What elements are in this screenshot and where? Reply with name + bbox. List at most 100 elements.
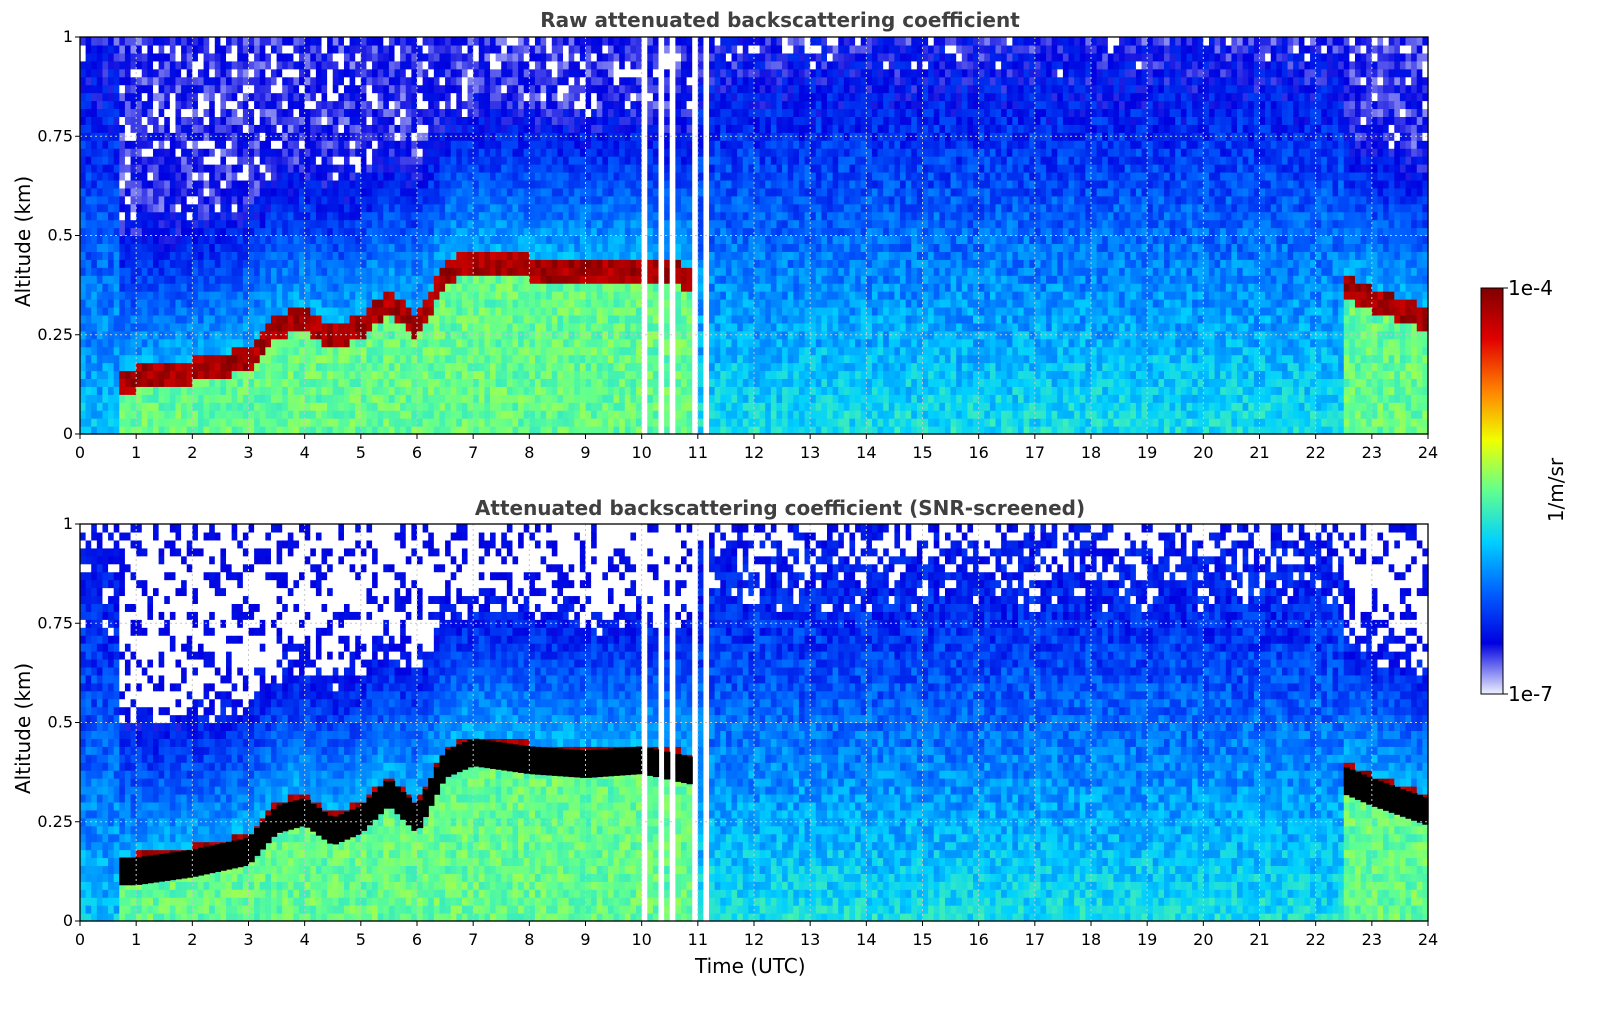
heatmap-cell: [322, 124, 328, 133]
heatmap-cell: [80, 402, 86, 411]
heatmap-cell: [310, 77, 316, 86]
heatmap-cell: [535, 315, 541, 324]
heatmap-cell: [372, 299, 378, 308]
heatmap-cell: [389, 378, 395, 387]
heatmap-cell: [215, 172, 221, 181]
heatmap-cell: [181, 410, 187, 419]
heatmap-cell: [147, 69, 153, 78]
heatmap-cell: [490, 172, 496, 181]
heatmap-cell: [114, 45, 120, 54]
heatmap-cell: [608, 426, 614, 435]
heatmap-cell: [512, 172, 518, 181]
heatmap-cell: [451, 164, 457, 173]
heatmap-cell: [479, 37, 485, 46]
heatmap-cell: [322, 299, 328, 308]
heatmap-cell: [282, 259, 288, 268]
heatmap-cell: [344, 116, 350, 125]
heatmap-cell: [232, 251, 238, 260]
heatmap-cell: [316, 164, 322, 173]
heatmap-cell: [518, 61, 524, 70]
heatmap-cell: [473, 291, 479, 300]
heatmap-cell: [232, 426, 238, 435]
heatmap-cell: [507, 116, 513, 125]
heatmap-cell: [86, 426, 92, 435]
heatmap-cell: [86, 93, 92, 102]
heatmap-cell: [119, 69, 125, 78]
heatmap-cell: [232, 212, 238, 221]
heatmap-cell: [327, 204, 333, 213]
heatmap-cell: [490, 386, 496, 395]
heatmap-cell: [501, 410, 507, 419]
heatmap-cell: [277, 339, 283, 348]
heatmap-cell: [529, 156, 535, 165]
heatmap-cell: [215, 196, 221, 205]
heatmap-cell: [574, 347, 580, 356]
heatmap-cell: [507, 140, 513, 149]
heatmap-cell: [490, 370, 496, 379]
heatmap-cell: [417, 124, 423, 133]
heatmap-cell: [456, 283, 462, 292]
heatmap-cell: [434, 275, 440, 284]
heatmap-cell: [456, 386, 462, 395]
heatmap-cell: [249, 188, 255, 197]
heatmap-cell: [254, 243, 260, 252]
heatmap-cell: [159, 196, 165, 205]
heatmap-cell: [237, 299, 243, 308]
heatmap-cell: [614, 156, 620, 165]
heatmap-cell: [428, 283, 434, 292]
heatmap-cell: [614, 378, 620, 387]
heatmap-cell: [597, 196, 603, 205]
heatmap-cell: [439, 172, 445, 181]
heatmap-cell: [529, 204, 535, 213]
heatmap-cell: [557, 101, 563, 110]
heatmap-cell: [344, 251, 350, 260]
heatmap-cell: [428, 37, 434, 46]
heatmap-cell: [288, 307, 294, 316]
heatmap-cell: [136, 93, 142, 102]
heatmap-cell: [209, 85, 215, 94]
heatmap-cell: [271, 267, 277, 276]
heatmap-cell: [473, 45, 479, 54]
heatmap-cell: [350, 85, 356, 94]
heatmap-cell: [541, 378, 547, 387]
heatmap-cell: [501, 259, 507, 268]
heatmap-cell: [119, 315, 125, 324]
heatmap-cell: [445, 124, 451, 133]
heatmap-cell: [232, 394, 238, 403]
heatmap-cell: [406, 355, 412, 364]
heatmap-cell: [518, 45, 524, 54]
heatmap-cell: [164, 69, 170, 78]
heatmap-cell: [507, 124, 513, 133]
heatmap-cell: [97, 236, 103, 245]
heatmap-cell: [552, 204, 558, 213]
heatmap-cell: [181, 220, 187, 229]
heatmap-cell: [232, 204, 238, 213]
heatmap-cell: [260, 236, 266, 245]
heatmap-cell: [153, 267, 159, 276]
heatmap-cell: [563, 69, 569, 78]
heatmap-cell: [507, 339, 513, 348]
heatmap-cell: [97, 228, 103, 237]
heatmap-cell: [147, 315, 153, 324]
heatmap-cell: [456, 69, 462, 78]
heatmap-cell: [400, 386, 406, 395]
heatmap-cell: [192, 53, 198, 62]
heatmap-cell: [237, 394, 243, 403]
heatmap-cell: [518, 410, 524, 419]
heatmap-cell: [378, 355, 384, 364]
heatmap-cell: [310, 339, 316, 348]
heatmap-cell: [350, 370, 356, 379]
heatmap-cell: [507, 188, 513, 197]
heatmap-cell: [602, 101, 608, 110]
heatmap-cell: [350, 37, 356, 46]
heatmap-cell: [204, 204, 210, 213]
heatmap-cell: [361, 347, 367, 356]
heatmap-cell: [220, 37, 226, 46]
heatmap-cell: [434, 204, 440, 213]
heatmap-cell: [327, 37, 333, 46]
heatmap-cell: [602, 426, 608, 435]
heatmap-cell: [569, 370, 575, 379]
heatmap-cell: [164, 323, 170, 332]
heatmap-cell: [293, 164, 299, 173]
heatmap-cell: [400, 180, 406, 189]
